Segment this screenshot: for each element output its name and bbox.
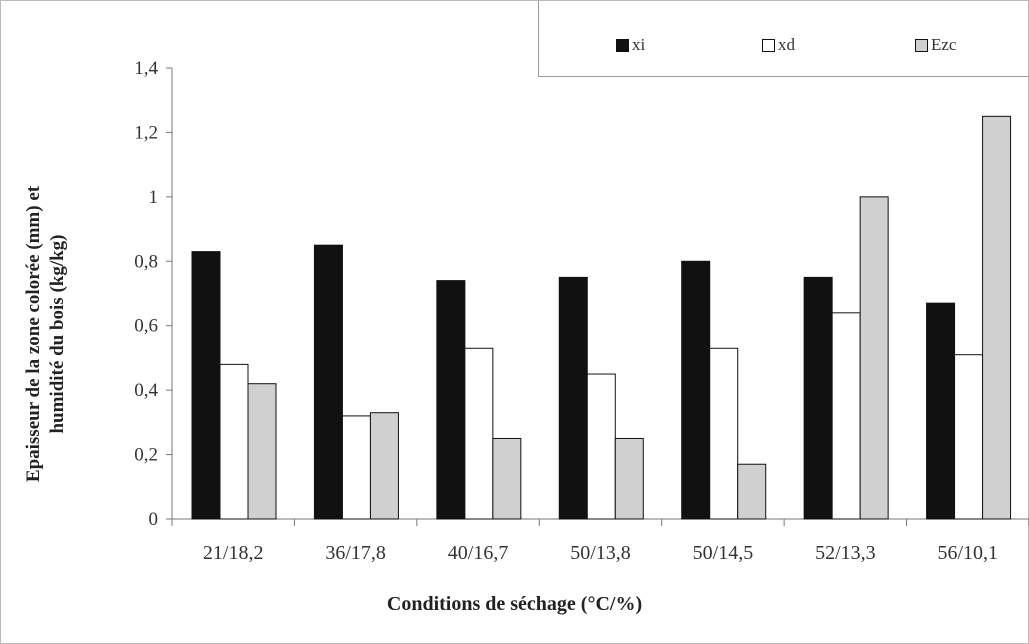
bar-xi	[436, 280, 466, 520]
x-tick-label: 36/17,8	[325, 542, 386, 564]
bar-xd	[341, 415, 371, 520]
x-tick-label: 50/14,5	[693, 542, 754, 564]
bar-xi	[681, 260, 711, 520]
y-tick-label: 0,2	[134, 445, 158, 466]
y-axis-label-line-2: humidité du bois (kg/kg)	[47, 234, 68, 434]
y-tick-label: 1	[149, 187, 159, 208]
y-tick-label: 0,6	[134, 316, 158, 337]
bar-xd	[954, 354, 984, 520]
x-tick-label: 52/13,3	[815, 542, 876, 564]
bar-xd	[586, 373, 616, 520]
legend-item-xi: xi	[616, 35, 645, 55]
legend-label-xd: xd	[778, 35, 795, 54]
bar-xi	[191, 251, 221, 520]
legend-item-ezc: Ezc	[915, 35, 956, 55]
bar-ezc	[859, 196, 889, 520]
x-tick-label: 40/16,7	[448, 542, 509, 564]
bar-xd	[464, 347, 494, 520]
bar-ezc	[614, 437, 644, 520]
y-tick-label: 1,2	[134, 122, 158, 143]
bar-xi	[558, 276, 588, 520]
y-tick-label: 0,4	[134, 380, 158, 401]
y-axis-label-line-1: Epaisseur de la zone colorée (mm) et	[23, 185, 44, 483]
bar-xd	[219, 363, 249, 520]
y-tick-label: 0	[149, 509, 159, 530]
bar-xi	[926, 302, 956, 520]
bar-ezc	[492, 437, 522, 520]
bar-ezc	[247, 383, 277, 520]
bar-ezc	[737, 463, 767, 520]
bar-xi	[803, 276, 833, 520]
x-tick-label: 50/13,8	[570, 542, 631, 564]
y-tick-label: 0,8	[134, 251, 158, 272]
x-axis-label: Conditions de séchage (°C/%)	[386, 593, 643, 615]
x-tick-label: 56/10,1	[938, 542, 999, 564]
bar-xd	[831, 312, 861, 520]
bar-ezc	[369, 412, 399, 520]
x-tick-label: 21/18,2	[203, 542, 264, 564]
legend-label-xi: xi	[632, 35, 646, 54]
y-axis-label: Epaisseur de la zone colorée (mm) et hum…	[22, 124, 70, 544]
chart-legend: xi xd Ezc	[538, 1, 1028, 77]
legend-item-xd: xd	[762, 35, 795, 55]
bar-ezc	[982, 115, 1012, 520]
legend-label-ezc: Ezc	[931, 35, 957, 54]
y-tick-label: 1,4	[134, 58, 158, 79]
legend-swatch-ezc	[915, 38, 928, 52]
bar-xd	[709, 347, 739, 520]
bar-xi	[313, 244, 343, 520]
legend-swatch-xd	[762, 38, 775, 52]
legend-swatch-xi	[616, 38, 629, 52]
